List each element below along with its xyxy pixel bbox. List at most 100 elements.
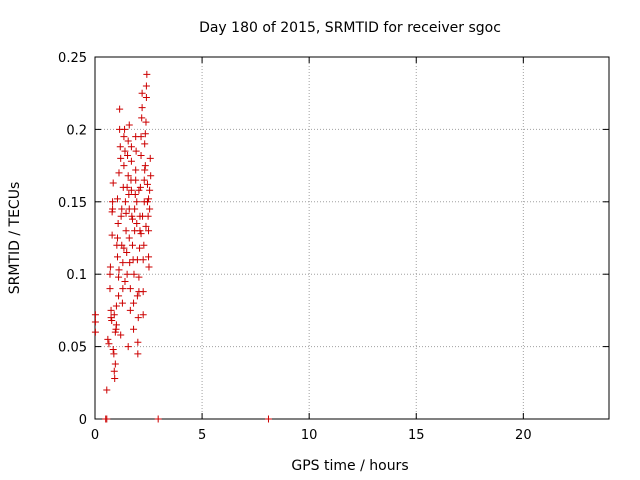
data-point [140, 176, 148, 184]
y-tick-labels: 0 0.05 0.1 0.15 0.2 0.25 [58, 51, 87, 428]
axis-ticks [94, 56, 609, 420]
chart-title: Day 180 of 2015, SRMTID for receiver sgo… [199, 20, 501, 36]
data-point [145, 263, 153, 271]
data-point [109, 198, 117, 206]
data-point [106, 270, 114, 278]
data-point [127, 186, 135, 194]
data-point [123, 248, 131, 256]
data-point [91, 318, 99, 326]
data-point [147, 172, 155, 180]
data-point [136, 244, 144, 252]
data-point [132, 147, 140, 155]
data-point [125, 191, 133, 199]
data-point [142, 118, 150, 126]
data-point [126, 259, 134, 267]
data-point [133, 198, 141, 206]
data-point [141, 166, 149, 174]
data-point [120, 162, 128, 170]
data-point [103, 415, 111, 423]
data-point [127, 157, 135, 165]
data-point [108, 317, 116, 325]
x-tick-label: 15 [408, 428, 425, 443]
data-point [126, 306, 134, 314]
data-point [142, 94, 150, 102]
data-point [120, 244, 128, 252]
y-tick-label: 0.1 [66, 268, 87, 283]
data-point [135, 186, 143, 194]
data-point [112, 302, 120, 310]
data-point [109, 205, 117, 213]
data-point [121, 125, 129, 133]
data-point [264, 415, 272, 423]
data-point [142, 82, 150, 90]
data-point [136, 227, 144, 235]
data-point [115, 292, 123, 300]
data-point [134, 314, 142, 322]
data-point [141, 130, 149, 138]
data-point [125, 121, 133, 129]
data-point [123, 270, 131, 278]
data-point [124, 151, 132, 159]
data-point [115, 266, 123, 274]
data-point [115, 273, 123, 281]
data-point [127, 143, 135, 151]
x-axis-label: GPS time / hours [291, 458, 408, 474]
data-point [138, 104, 146, 112]
data-point [122, 227, 130, 235]
data-point [91, 311, 99, 319]
data-point [126, 285, 134, 293]
y-tick-label: 0.25 [58, 51, 87, 66]
data-point [132, 166, 140, 174]
data-point [133, 292, 141, 300]
x-tick-labels: 0 5 10 15 20 [91, 428, 532, 443]
data-point [146, 186, 154, 194]
data-point [145, 227, 153, 235]
data-point [145, 253, 153, 261]
data-point [143, 70, 151, 78]
x-tick-label: 0 [91, 428, 99, 443]
data-point [134, 350, 142, 358]
data-point [135, 273, 143, 281]
x-tick-label: 20 [515, 428, 532, 443]
y-tick-label: 0.2 [66, 123, 87, 138]
data-point [145, 195, 153, 203]
data-point [91, 328, 99, 336]
y-axis-label: SRMTID / TECUs [7, 182, 23, 295]
data-point [109, 345, 117, 353]
data-point [154, 415, 162, 423]
data-point [136, 183, 144, 191]
data-point [137, 151, 145, 159]
data-point [128, 215, 136, 223]
data-point [139, 311, 147, 319]
data-point [138, 89, 146, 97]
data-point [124, 343, 132, 351]
data-points [91, 70, 272, 423]
data-point [131, 191, 139, 199]
data-point [111, 360, 119, 368]
data-point [132, 176, 140, 184]
data-point [140, 241, 148, 249]
grid-lines [95, 57, 609, 419]
data-point [105, 340, 113, 348]
y-tick-label: 0.05 [58, 341, 87, 356]
x-tick-label: 10 [301, 428, 318, 443]
y-tick-label: 0 [79, 413, 87, 428]
data-point [113, 253, 121, 261]
data-point [122, 209, 130, 217]
data-point [130, 270, 138, 278]
data-point [128, 212, 136, 220]
data-point [123, 183, 131, 191]
data-point [118, 205, 126, 213]
data-point [117, 331, 125, 339]
data-point [137, 230, 145, 238]
data-point [117, 154, 125, 162]
data-point [124, 172, 132, 180]
data-point [110, 311, 118, 319]
data-point [139, 256, 147, 264]
data-point [121, 147, 129, 155]
data-point [109, 179, 117, 187]
data-point [138, 114, 146, 122]
data-point [111, 374, 119, 382]
data-point [104, 335, 112, 343]
